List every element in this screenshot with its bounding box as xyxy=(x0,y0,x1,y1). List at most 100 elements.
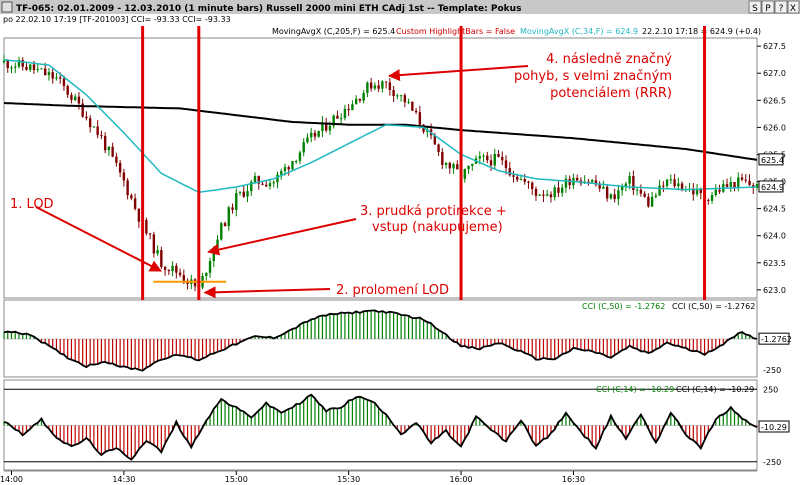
time-tick-label: 16:00 xyxy=(450,475,473,484)
close-button[interactable] xyxy=(787,0,800,14)
price-candle-body xyxy=(396,95,399,97)
info-ma34: MovingAvgX (C,34,F) = 624.9 xyxy=(520,27,638,36)
price-candle-body xyxy=(100,135,103,137)
price-candle-body xyxy=(590,180,594,183)
price-candle-body xyxy=(508,168,511,176)
cci14-label-a: CCI (C,14) = -10.29 xyxy=(596,385,674,394)
price-candle-body xyxy=(137,208,141,222)
price-candle-body xyxy=(25,66,28,70)
price-candle-body xyxy=(740,177,744,180)
price-candle-body xyxy=(482,155,485,157)
arrow-prolomeni xyxy=(203,286,331,299)
price-candle-body xyxy=(602,186,605,189)
axis-layer: 627.5627.0626.5626.0625.5625.0624.5624.0… xyxy=(0,26,792,484)
price-candle-body xyxy=(152,234,156,254)
price-candle-body xyxy=(673,179,676,187)
price-candle-body xyxy=(516,176,519,180)
annotation-arrows xyxy=(35,65,529,299)
price-candle-body xyxy=(122,172,126,181)
ma34-line xyxy=(3,58,758,194)
price-candle-body xyxy=(126,180,129,196)
price-candle-body xyxy=(534,189,538,196)
last-value-label: 625.4 xyxy=(761,156,784,165)
arrow-lod xyxy=(35,206,162,272)
price-candle-body xyxy=(527,181,530,183)
close-button-label: X xyxy=(790,4,796,14)
price-candle-body xyxy=(306,137,309,143)
cci50-label-b: CCI (C,50) = -1.2762 xyxy=(672,302,755,311)
price-candle-body xyxy=(489,160,493,166)
price-tick-label: 627.0 xyxy=(763,69,786,78)
price-candle-body xyxy=(441,151,444,165)
price-candle-body xyxy=(313,132,317,137)
price-candle-body xyxy=(96,126,99,136)
info-highlight: Custom HighlightBars = False xyxy=(396,27,515,36)
cci50-layer xyxy=(3,309,758,372)
price-candle-body xyxy=(377,85,380,89)
price-candle-body xyxy=(171,265,174,272)
help-button[interactable] xyxy=(774,0,788,14)
price-candle-body xyxy=(384,81,388,83)
time-tick-label: 15:30 xyxy=(337,475,360,484)
price-candle-body xyxy=(692,188,695,195)
price-candle-body xyxy=(358,98,362,101)
p-button[interactable] xyxy=(761,0,775,14)
price-candle-body xyxy=(73,96,77,101)
price-candle-body xyxy=(238,191,242,193)
price-candle-body xyxy=(531,182,534,190)
last-value-box xyxy=(758,180,784,193)
price-candle-body xyxy=(501,156,504,161)
s-button[interactable] xyxy=(748,0,762,14)
price-candle-body xyxy=(246,191,249,197)
price-candle-body xyxy=(58,77,62,79)
price-candle-body xyxy=(70,94,73,101)
price-candle-body xyxy=(309,132,313,138)
cci-value-box xyxy=(758,420,790,433)
price-candle-body xyxy=(575,178,579,181)
price-candle-body xyxy=(62,78,66,86)
price-candle-body xyxy=(609,194,613,199)
price-candle-body xyxy=(261,183,264,185)
price-candle-body xyxy=(519,179,523,181)
window-menu-icon[interactable] xyxy=(1,1,13,13)
price-candle-body xyxy=(253,176,257,182)
price-candle-body xyxy=(47,72,51,76)
price-candle-body xyxy=(175,265,178,273)
price-candle-body xyxy=(647,196,650,207)
price-candle-body xyxy=(546,194,549,196)
price-candle-body xyxy=(493,154,496,166)
price-candle-body xyxy=(744,179,747,181)
s-button-label: S xyxy=(752,4,758,14)
price-tick-label: 627.5 xyxy=(763,42,786,51)
price-candle-body xyxy=(497,154,500,157)
price-candle-body xyxy=(669,179,673,181)
price-candle-body xyxy=(235,192,238,210)
price-candle-body xyxy=(160,250,163,267)
price-candle-body xyxy=(553,187,556,198)
price-candle-body xyxy=(10,67,13,69)
price-candle-body xyxy=(699,189,703,194)
price-candle-body xyxy=(737,177,740,189)
price-candle-body xyxy=(598,184,601,189)
price-tick-label: 626.5 xyxy=(763,96,786,105)
price-candle-body xyxy=(272,182,275,184)
price-candle-body xyxy=(77,96,81,104)
price-candle-body xyxy=(354,98,358,105)
price-candle-body xyxy=(295,161,298,163)
price-candle-body xyxy=(302,142,305,153)
price-candle-body xyxy=(549,194,553,198)
price-candle-body xyxy=(336,115,339,119)
price-tick-label: 624.5 xyxy=(763,205,786,214)
price-candle-body xyxy=(88,118,92,128)
price-candle-body xyxy=(650,196,654,207)
price-candle-body xyxy=(369,82,373,89)
price-candle-body xyxy=(587,181,590,183)
price-candle-body xyxy=(725,184,729,187)
cci-tick-label: -250 xyxy=(763,366,781,375)
cci-tick-label: -250 xyxy=(763,458,781,467)
price-candle-body xyxy=(36,69,39,71)
price-candle-body xyxy=(343,108,347,119)
price-candle-body xyxy=(250,181,253,192)
price-candle-body xyxy=(695,189,699,195)
